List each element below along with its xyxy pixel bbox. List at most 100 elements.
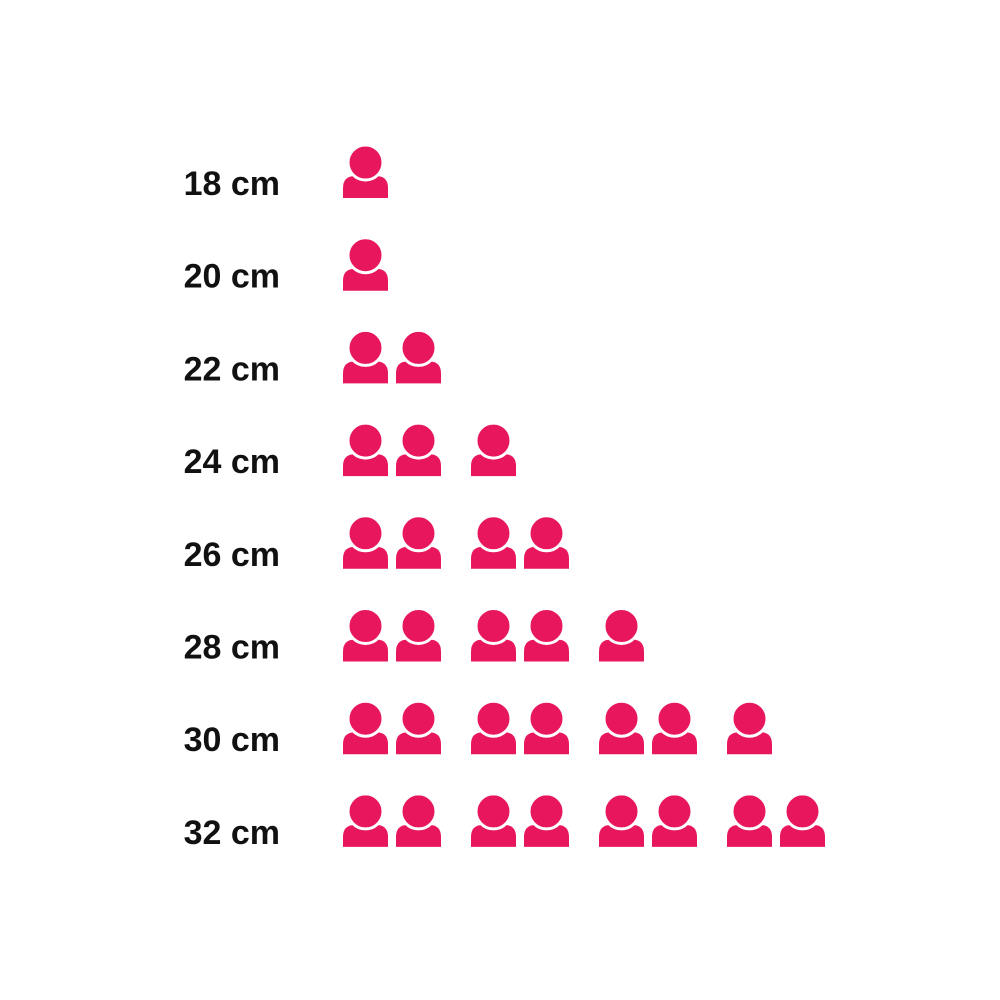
icon-head [655,699,694,738]
icon-body [396,454,441,477]
person-icon [343,607,388,662]
icon-body [471,454,516,477]
person-icon [471,514,516,569]
person-icon [396,421,441,477]
icon-body [524,824,569,847]
icon-body [343,824,388,847]
icon-head [655,792,694,831]
icon-head [527,792,566,831]
icon-body [599,732,644,755]
icon-head [474,514,513,553]
icon-head [346,514,385,553]
icon-body [599,639,644,662]
icon-body [524,732,569,755]
icon-head [346,143,385,182]
category-label: 18 cm [184,165,280,203]
icon-head [346,328,385,367]
icon-head [346,792,385,831]
person-icon [343,421,388,477]
icon-head [399,607,438,645]
icon-body [471,824,516,847]
icon-head [346,421,385,460]
icon-head [399,792,438,831]
icon-body [727,824,772,847]
category-label: 32 cm [184,814,280,852]
icon-head [527,699,566,738]
icon-body [396,824,441,847]
icon-body [343,361,388,384]
icon-body [343,176,388,198]
icon-head [346,236,385,275]
icon-body [524,546,569,569]
person-icon [343,792,388,847]
category-label: 24 cm [184,443,280,481]
person-icon [524,792,569,847]
person-icon [471,421,516,477]
icon-body [396,546,441,569]
icon-body [343,268,388,291]
icon-head [399,699,438,738]
person-icon [652,792,697,847]
icon-body [343,732,388,755]
person-icon [396,514,441,569]
person-icon [599,699,644,755]
icon-head [602,699,641,738]
icon-head [602,607,641,645]
person-icon [727,699,772,755]
category-label: 20 cm [184,258,280,296]
icon-body [343,639,388,662]
icon-head [602,792,641,831]
icon-body [471,732,516,755]
category-label: 28 cm [184,628,280,666]
icon-body [652,824,697,847]
icon-body [471,546,516,569]
icon-head [474,421,513,460]
icon-body [343,454,388,477]
icon-head [474,607,513,645]
person-icon [524,607,569,662]
icon-body [727,732,772,755]
person-icon [471,607,516,662]
category-label: 22 cm [184,350,280,388]
icon-head [346,699,385,738]
icon-body [652,732,697,755]
icon-head [783,792,822,831]
person-icon [599,792,644,847]
person-icon [396,699,441,755]
person-icon [396,328,441,384]
icon-body [396,639,441,662]
icon-body [780,824,825,847]
person-icon [343,514,388,569]
person-icon [471,699,516,755]
icon-head [730,792,769,831]
icon-head [346,607,385,645]
person-icon [343,328,388,384]
person-icon [471,792,516,847]
icon-head [474,792,513,831]
icon-head [399,421,438,460]
person-icon [652,699,697,755]
icon-body [599,824,644,847]
person-icon [599,607,644,662]
person-icon [343,143,388,198]
person-icon [396,792,441,847]
person-icon [727,792,772,847]
icon-head [399,328,438,367]
icon-body [471,639,516,662]
category-label: 30 cm [184,721,280,759]
person-icon [524,514,569,569]
icon-body [396,361,441,384]
icon-head [730,699,769,738]
person-icon [343,236,388,291]
icon-body [343,546,388,569]
person-icon [780,792,825,847]
icon-body [524,639,569,662]
person-icon [396,607,441,662]
icon-head [474,699,513,738]
icon-head [527,607,566,645]
person-icon [343,699,388,755]
icon-head [399,514,438,553]
person-icon [524,699,569,755]
icon-body [396,732,441,755]
